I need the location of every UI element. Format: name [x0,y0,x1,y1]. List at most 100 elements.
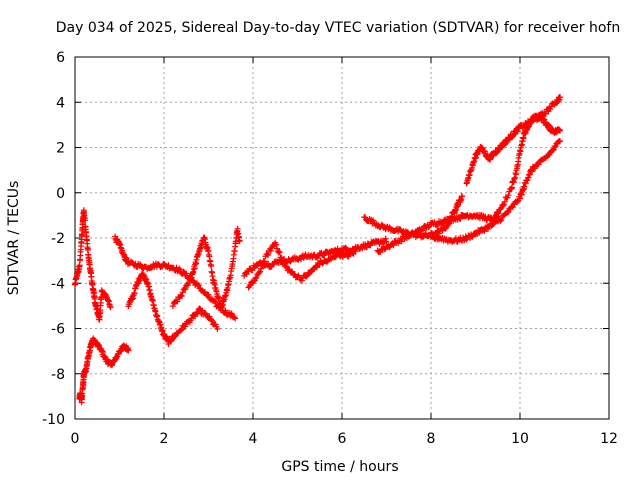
x-tick-label: 6 [338,431,347,447]
data-point [76,262,83,269]
data-point [212,299,219,306]
y-tick-label: -2 [51,231,65,247]
data-point [176,265,183,272]
data-point [107,304,114,311]
data-point [125,347,132,354]
data-point [205,291,212,298]
data-point [351,247,358,254]
data-point [211,298,218,305]
y-tick-label: -10 [42,412,65,428]
data-point [236,237,243,244]
data-point [267,247,274,254]
data-point [209,317,216,324]
data-point [183,270,190,277]
axis-ticks: 0 2 4 6 8 10 12 -10 -8 -6 -4 -2 0 2 4 6 [42,50,618,447]
y-tick-label: -8 [51,367,65,383]
data-point [476,230,483,237]
y-tick-label: 4 [56,95,65,111]
y-tick-label: 0 [56,186,65,202]
data-point [188,315,195,322]
data-points [72,94,564,406]
data-point [169,303,176,310]
data-point [195,282,202,289]
data-point [298,277,305,284]
x-tick-label: 10 [511,431,529,447]
y-tick-label: -4 [51,276,65,292]
data-point [231,314,238,321]
data-point [419,227,426,234]
data-point [264,251,271,258]
data-point [177,266,184,273]
data-point [228,310,235,317]
data-point [549,147,556,154]
data-point [265,252,272,259]
y-tick-label: 6 [56,50,65,66]
data-point [214,325,221,332]
data-point [490,218,497,225]
data-point [256,269,263,276]
data-point [457,215,464,222]
data-point [278,254,285,261]
data-point [492,213,499,220]
grid-lines [75,57,609,419]
x-tick-label: 0 [71,431,80,447]
y-tick-label: -6 [51,322,65,338]
data-point [252,275,259,282]
data-point [514,198,521,205]
data-point [498,216,505,223]
data-point [178,326,185,333]
data-point [532,165,539,172]
x-tick-label: 12 [600,431,618,447]
data-point [321,252,328,259]
data-point [131,290,138,297]
data-point [192,313,199,320]
data-point [275,249,282,256]
data-point [182,323,189,330]
data-point [535,161,542,168]
data-point [208,316,215,323]
data-point [177,327,184,334]
x-tick-label: 8 [427,431,436,447]
y-tick-label: 2 [56,141,65,157]
data-point [383,238,390,245]
data-point [468,234,475,241]
data-point [232,315,239,322]
data-point [509,204,516,211]
data-point [174,298,181,305]
data-point [382,235,389,242]
data-point [185,279,192,286]
data-point [459,193,466,200]
data-point [194,309,201,316]
data-point [171,333,178,340]
data-point [273,241,280,248]
x-tick-label: 2 [160,431,169,447]
data-point [243,271,250,278]
data-point [557,138,564,145]
data-point [542,110,549,117]
data-point [452,235,459,242]
data-point [276,248,283,255]
data-point [557,94,564,101]
data-point [259,263,266,270]
data-point [257,268,264,275]
data-point [82,217,89,224]
data-point [282,263,289,270]
data-point [148,264,155,271]
data-point [552,143,559,150]
data-point [182,286,189,293]
x-tick-label: 4 [249,431,258,447]
data-point [460,237,467,244]
data-point [547,106,554,113]
chart-title: Day 034 of 2025, Sidereal Day-to-day VTE… [56,20,620,36]
data-point [497,217,504,224]
data-point [303,273,310,280]
data-point [208,263,215,270]
data-point [261,258,268,265]
data-point [484,226,491,233]
data-point [505,208,512,215]
data-point [338,249,345,256]
data-point [253,274,260,281]
data-point [178,293,185,300]
data-point [352,248,359,255]
